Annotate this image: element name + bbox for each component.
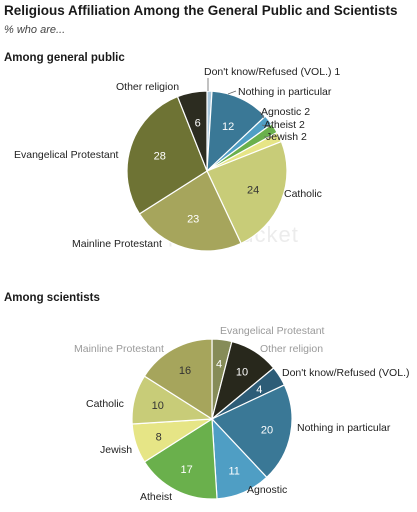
value-label-nothing-in-particular: 12 (222, 121, 234, 133)
leader-line-atheist (261, 124, 271, 128)
slice-label-agnostic: Agnostic 2 (261, 106, 310, 118)
leader-line-nothing-in-particular (227, 90, 237, 95)
value-label-jewish: 8 (156, 431, 162, 443)
chart-subtitle: % who are... (4, 24, 66, 36)
slice-label-atheist: Atheist 2 (264, 119, 305, 131)
slice-label-evangelical-protestant: Evangelical Protestant (220, 325, 325, 337)
chart-title: Religious Affiliation Among the General … (4, 3, 398, 18)
section-title-scientists: Among scientists (4, 292, 100, 304)
slice-atheist (143, 417, 218, 500)
value-label-nothing-in-particular: 20 (261, 425, 273, 437)
value-label-agnostic: 11 (228, 465, 239, 477)
pie-among-scientists: 4 10 4 20 11 17 8 10 16 Evangelical Protestant Oth… (74, 325, 409, 503)
slice-nothing-in-particular (206, 90, 267, 173)
slice-label-don-t-know-refused-vol: Don't know/Refused (VOL.) 1 (204, 66, 340, 78)
slice-label-mainline-protestant: Mainline Protestant (74, 343, 164, 355)
value-label-other-religion: 6 (195, 117, 201, 129)
slice-label-jewish: Jewish 2 (266, 131, 307, 143)
slice-mainline-protestant (143, 338, 213, 421)
value-label-other-religion: 10 (236, 367, 248, 379)
slice-label-catholic: Catholic (284, 188, 322, 200)
value-label-mainline-protestant: 23 (187, 214, 199, 226)
slice-other-religion (176, 90, 208, 172)
slice-evangelical-protestant (126, 95, 208, 215)
slice-label-don-t-know-refused-vol: Don't know/Refused (VOL.) (282, 367, 409, 379)
value-label-catholic: 10 (152, 400, 164, 412)
value-label-mainline-protestant: 16 (179, 365, 191, 377)
slice-nothing-in-particular (210, 384, 293, 479)
slice-label-mainline-protestant: Mainline Protestant (72, 238, 162, 250)
value-label-atheist: 17 (180, 464, 192, 476)
leader-line-agnostic (259, 111, 265, 119)
slice-label-nothing-in-particular: Nothing in particular (297, 422, 391, 434)
slice-label-other-religion: Other religion (116, 81, 179, 93)
value-label-evangelical-protestant: 4 (216, 358, 222, 370)
slice-mainline-protestant (138, 170, 242, 252)
value-label-don-t-know-refused-vol: 4 (256, 384, 262, 396)
value-label-evangelical-protestant: 28 (154, 151, 166, 163)
pie-among-general-public: 12 24 23 28 6 Don't know/Refused (VOL.) 1 Noth… (14, 66, 340, 252)
slice-label-catholic: Catholic (86, 398, 124, 410)
slice-label-jewish: Jewish (100, 444, 132, 456)
slice-label-evangelical-protestant: Evangelical Protestant (14, 149, 119, 161)
slice-label-atheist: Atheist (140, 491, 172, 503)
slice-label-agnostic: Agnostic (247, 484, 287, 496)
slice-label-other-religion: Other religion (260, 343, 323, 355)
slice-catholic (206, 140, 288, 245)
slice-label-nothing-in-particular: Nothing in particular (238, 86, 332, 98)
value-label-catholic: 24 (247, 184, 259, 196)
section-title-general-public: Among general public (4, 52, 125, 64)
